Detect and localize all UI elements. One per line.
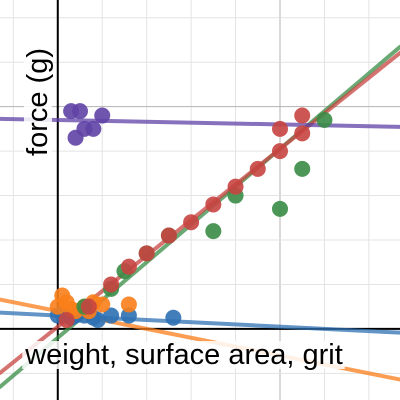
data-point-series-5 xyxy=(72,103,88,120)
data-point-series-4 xyxy=(103,276,120,293)
data-point-series-4 xyxy=(227,178,244,195)
data-point-series-1 xyxy=(165,309,182,326)
y-axis-label: force (g) xyxy=(22,48,54,156)
data-point-series-5 xyxy=(94,107,111,124)
data-point-series-2 xyxy=(94,296,111,313)
data-point-series-4 xyxy=(205,196,222,213)
axis-labels: weight, surface area, grit force (g) xyxy=(22,46,345,371)
data-point-series-4 xyxy=(183,214,200,231)
data-point-series-2 xyxy=(54,287,71,304)
data-point-series-3 xyxy=(205,223,222,240)
data-point-series-3 xyxy=(272,200,288,217)
fit-line-series-5 xyxy=(0,116,400,129)
data-point-series-2 xyxy=(120,296,137,313)
data-point-series-5 xyxy=(67,129,84,146)
data-point-series-3 xyxy=(294,160,311,177)
x-axis-label-backdrop xyxy=(22,341,345,369)
fit-line-series-3 xyxy=(0,44,400,389)
x-axis-label: weight, surface area, grit xyxy=(24,339,343,371)
data-point-series-4 xyxy=(249,160,266,177)
data-point-series-4 xyxy=(80,298,97,315)
y-axis-label-backdrop xyxy=(24,46,52,158)
data-point-series-4 xyxy=(272,120,288,137)
data-point-series-1 xyxy=(120,307,137,324)
data-point-series-4 xyxy=(160,227,177,244)
data-point-series-4 xyxy=(58,312,75,328)
data-points xyxy=(49,103,333,328)
data-point-series-4 xyxy=(294,107,311,124)
data-point-series-4 xyxy=(272,143,288,160)
data-point-series-4 xyxy=(138,245,155,262)
data-point-series-3 xyxy=(316,112,333,128)
data-point-series-1 xyxy=(103,307,120,324)
data-point-series-4 xyxy=(294,125,311,142)
data-point-series-4 xyxy=(120,258,137,275)
